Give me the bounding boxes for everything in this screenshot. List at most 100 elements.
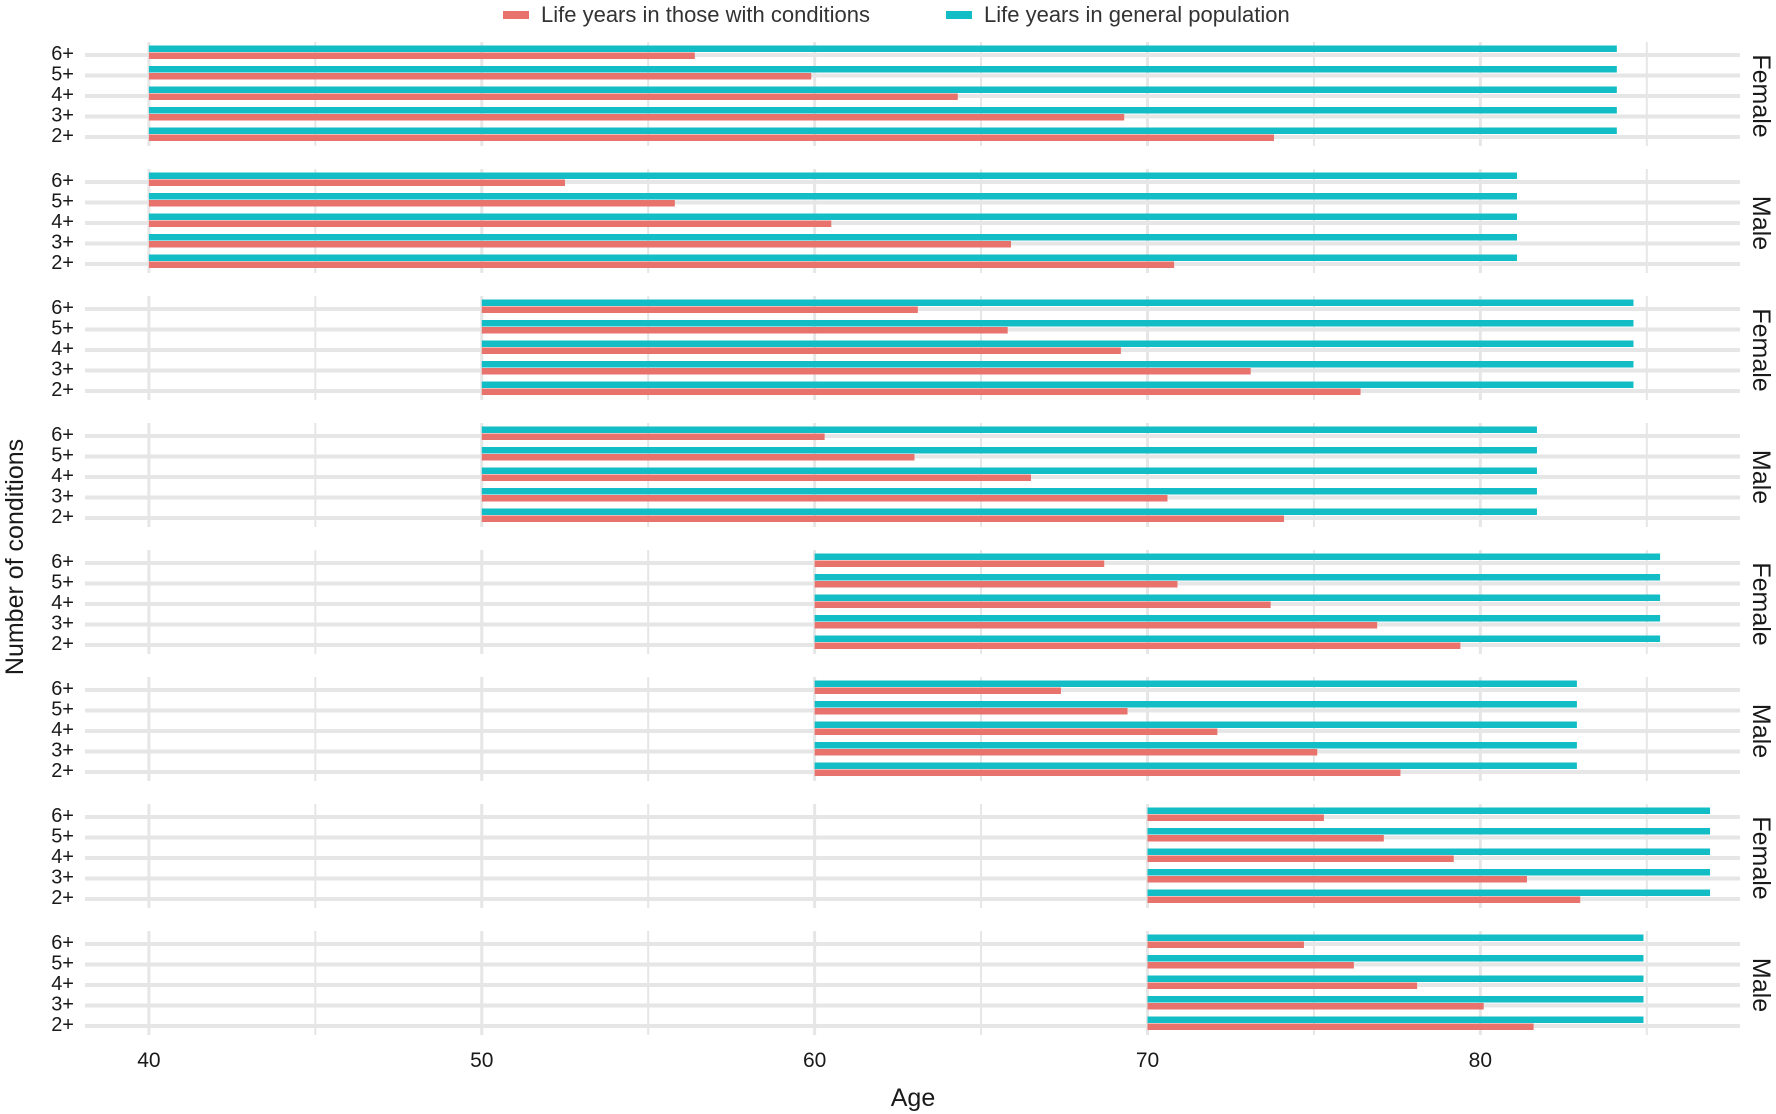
legend-swatch-general-population [946, 11, 972, 19]
bar-general-population [814, 594, 1661, 601]
bar-with-conditions [481, 454, 915, 461]
y-tick-label: 5+ [51, 953, 74, 975]
y-tick-label: 4+ [51, 338, 74, 360]
bar-with-conditions [148, 179, 565, 186]
bar-with-conditions [481, 388, 1361, 395]
y-tick-label: 4+ [51, 465, 74, 487]
bar-with-conditions [814, 622, 1378, 629]
y-tick-label: 3+ [51, 359, 74, 381]
bar-with-conditions [814, 560, 1105, 567]
y-tick-label: 4+ [51, 846, 74, 868]
bar-with-conditions [481, 433, 825, 440]
facet-strip-label: Female [1747, 308, 1775, 391]
bar-general-population [1147, 889, 1711, 896]
y-tick-label: 5+ [51, 572, 74, 594]
legend-label-general-population: Life years in general population [984, 2, 1290, 27]
bar-with-conditions [481, 474, 1031, 481]
bar-general-population [814, 553, 1661, 560]
x-tick-label: 60 [803, 1049, 826, 1072]
y-tick-label: 2+ [51, 506, 74, 528]
y-tick-label: 5+ [51, 445, 74, 467]
bar-general-population [481, 361, 1634, 368]
y-tick-label: 3+ [51, 867, 74, 889]
y-tick-label: 3+ [51, 486, 74, 508]
panel-1: 6+5+4+3+2+ Female [51, 42, 1775, 147]
legend-item-with-conditions: Life years in those with conditions [503, 2, 870, 28]
y-tick-label: 3+ [51, 613, 74, 635]
y-tick-label: 6+ [51, 424, 74, 446]
y-tick-label: 5+ [51, 826, 74, 848]
bar-with-conditions [481, 515, 1284, 522]
bar-general-population [148, 107, 1617, 114]
bar-general-population [481, 299, 1634, 306]
bar-general-population [1147, 848, 1711, 855]
bar-general-population [814, 635, 1661, 642]
bar-general-population [148, 254, 1517, 261]
bar-with-conditions [148, 52, 695, 59]
panel-4: 6+5+4+3+2+ Male [51, 423, 1775, 528]
bar-with-conditions [481, 327, 1008, 334]
bar-general-population [481, 488, 1537, 495]
bar-with-conditions [481, 347, 1121, 354]
bar-with-conditions [1147, 835, 1384, 842]
bar-with-conditions [814, 708, 1128, 715]
bar-general-population [1147, 975, 1644, 982]
bar-with-conditions [148, 73, 812, 80]
panels: 6+5+4+3+2+ Female6+5+4+3+2+Male6+5+4+3+2+… [51, 42, 1775, 1036]
bar-general-population [148, 66, 1617, 73]
bar-with-conditions [148, 134, 1274, 141]
bar-with-conditions [481, 306, 918, 313]
y-tick-label: 2+ [51, 887, 74, 909]
bar-general-population [148, 45, 1617, 52]
legend-label-with-conditions: Life years in those with conditions [541, 2, 870, 27]
y-tick-label: 4+ [51, 973, 74, 995]
bar-with-conditions [814, 642, 1461, 649]
y-axis-title: Number of conditions [1, 439, 29, 675]
bar-general-population [481, 426, 1537, 433]
bar-general-population [148, 213, 1517, 220]
bar-with-conditions [814, 749, 1318, 756]
y-tick-label: 2+ [51, 1014, 74, 1036]
x-axis-title: Age [891, 1084, 935, 1112]
facet-strip-label: Female [1747, 54, 1775, 137]
y-tick-label: 5+ [51, 318, 74, 340]
bar-with-conditions [1147, 962, 1354, 969]
bar-with-conditions [148, 241, 1012, 248]
y-tick-label: 4+ [51, 211, 74, 233]
y-tick-label: 5+ [51, 699, 74, 721]
bar-with-conditions [148, 261, 1175, 268]
x-tick-label: 70 [1136, 1049, 1159, 1072]
bar-general-population [481, 320, 1634, 327]
bar-with-conditions [1147, 941, 1304, 948]
bar-with-conditions [1147, 814, 1324, 821]
bar-general-population [814, 701, 1577, 708]
y-tick-label: 4+ [51, 592, 74, 614]
bar-with-conditions [814, 581, 1178, 588]
bar-general-population [1147, 996, 1644, 1003]
panel-6: 6+5+4+3+2+ Male [51, 677, 1775, 782]
facet-strip-label: Male [1747, 450, 1775, 504]
bar-general-population [148, 127, 1617, 134]
y-tick-label: 4+ [51, 719, 74, 741]
bar-with-conditions [148, 200, 675, 207]
y-tick-label: 3+ [51, 994, 74, 1016]
bar-general-population [1147, 955, 1644, 962]
bar-general-population [1147, 828, 1711, 835]
bar-with-conditions [1147, 982, 1418, 989]
bar-general-population [814, 574, 1661, 581]
x-tick-label: 80 [1469, 1049, 1492, 1072]
legend-swatch-with-conditions [503, 11, 529, 19]
y-tick-label: 5+ [51, 191, 74, 213]
bar-with-conditions [814, 601, 1271, 608]
x-tick-label: 50 [470, 1049, 493, 1072]
facet-strip-label: Female [1747, 816, 1775, 899]
bar-general-population [1147, 1016, 1644, 1023]
panel-5: 6+5+4+3+2+ Female [51, 550, 1775, 655]
bar-with-conditions [148, 114, 1125, 121]
y-tick-label: 4+ [51, 84, 74, 106]
bar-general-population [148, 86, 1617, 93]
y-tick-label: 2+ [51, 125, 74, 147]
bar-with-conditions [481, 368, 1251, 375]
y-tick-label: 6+ [51, 678, 74, 700]
